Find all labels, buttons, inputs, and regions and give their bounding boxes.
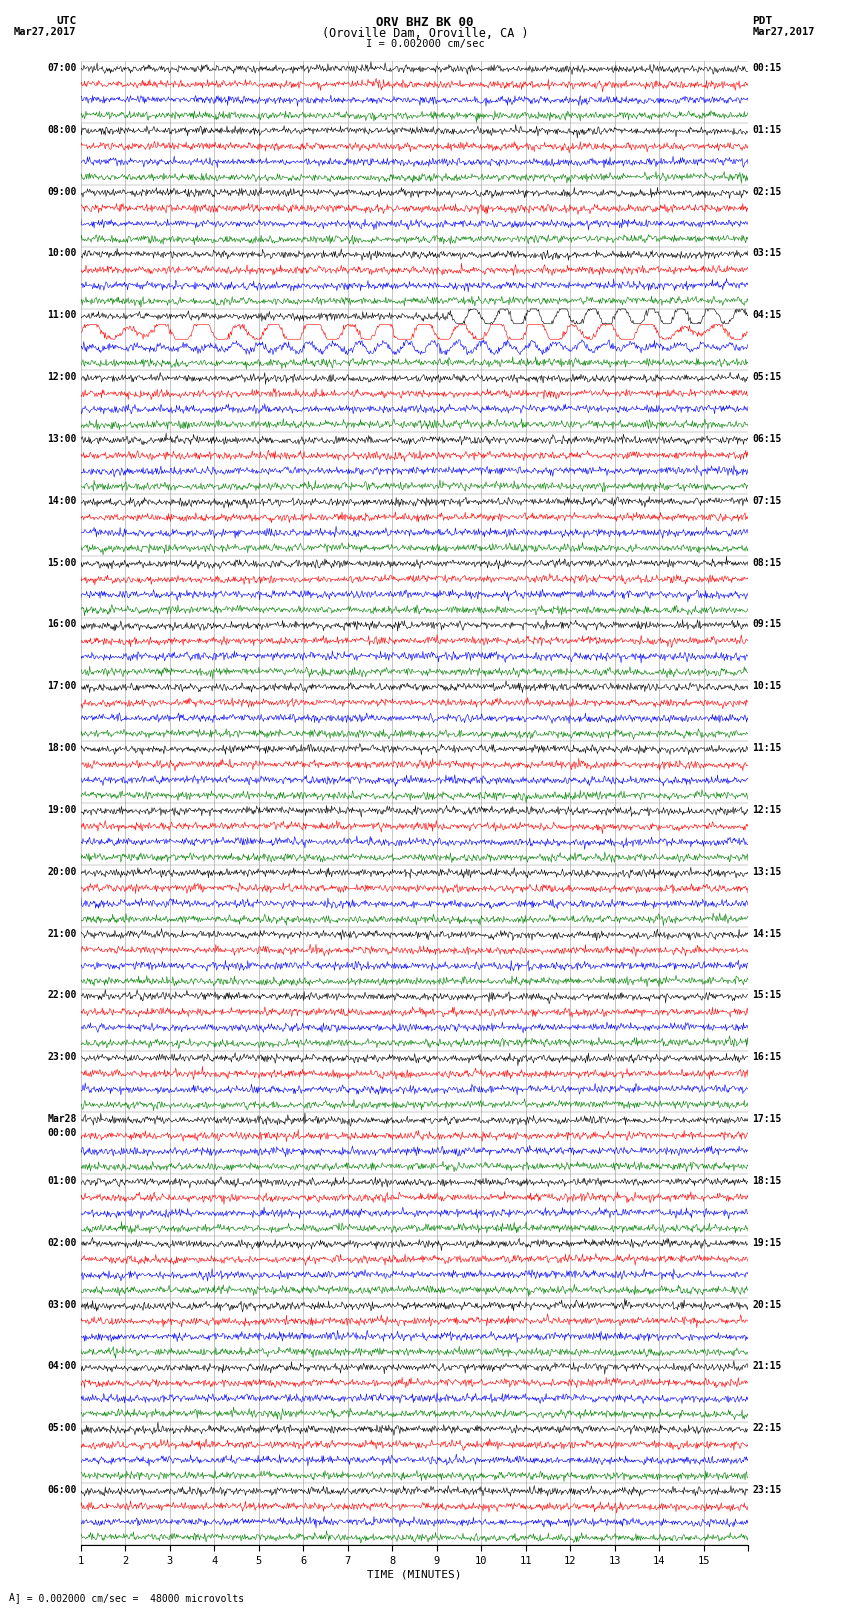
Text: 21:15: 21:15 (752, 1361, 782, 1371)
Text: 12:00: 12:00 (47, 373, 76, 382)
Text: 15:00: 15:00 (47, 558, 76, 568)
Text: 08:15: 08:15 (752, 558, 782, 568)
Text: 18:00: 18:00 (47, 744, 76, 753)
Text: 10:00: 10:00 (47, 248, 76, 258)
Text: 11:00: 11:00 (47, 310, 76, 321)
X-axis label: TIME (MINUTES): TIME (MINUTES) (367, 1569, 462, 1579)
Text: 17:15: 17:15 (752, 1115, 782, 1124)
Text: (Oroville Dam, Oroville, CA ): (Oroville Dam, Oroville, CA ) (321, 27, 529, 40)
Text: Mar27,2017: Mar27,2017 (14, 27, 76, 37)
Text: 10:15: 10:15 (752, 681, 782, 692)
Text: 16:15: 16:15 (752, 1052, 782, 1063)
Text: 21:00: 21:00 (47, 929, 76, 939)
Text: 00:00: 00:00 (47, 1127, 76, 1137)
Text: 03:15: 03:15 (752, 248, 782, 258)
Text: 09:15: 09:15 (752, 619, 782, 629)
Text: 14:00: 14:00 (47, 495, 76, 506)
Text: 07:00: 07:00 (47, 63, 76, 73)
Text: 01:00: 01:00 (47, 1176, 76, 1186)
Text: 13:00: 13:00 (47, 434, 76, 444)
Text: 11:15: 11:15 (752, 744, 782, 753)
Text: PDT: PDT (752, 16, 773, 26)
Text: ORV BHZ BK 00: ORV BHZ BK 00 (377, 16, 473, 29)
Text: 05:15: 05:15 (752, 373, 782, 382)
Text: 01:15: 01:15 (752, 124, 782, 135)
Text: 06:00: 06:00 (47, 1486, 76, 1495)
Text: 22:15: 22:15 (752, 1423, 782, 1434)
Text: 20:00: 20:00 (47, 866, 76, 877)
Text: 03:00: 03:00 (47, 1300, 76, 1310)
Text: 00:15: 00:15 (752, 63, 782, 73)
Text: 18:15: 18:15 (752, 1176, 782, 1186)
Text: ] = 0.002000 cm/sec =  48000 microvolts: ] = 0.002000 cm/sec = 48000 microvolts (15, 1594, 245, 1603)
Text: 19:15: 19:15 (752, 1237, 782, 1248)
Text: 17:00: 17:00 (47, 681, 76, 692)
Text: 19:00: 19:00 (47, 805, 76, 815)
Text: 16:00: 16:00 (47, 619, 76, 629)
Text: 12:15: 12:15 (752, 805, 782, 815)
Text: 15:15: 15:15 (752, 990, 782, 1000)
Text: 13:15: 13:15 (752, 866, 782, 877)
Text: 02:00: 02:00 (47, 1237, 76, 1248)
Text: Mar27,2017: Mar27,2017 (752, 27, 815, 37)
Text: A: A (8, 1594, 14, 1603)
Text: 09:00: 09:00 (47, 187, 76, 197)
Text: 14:15: 14:15 (752, 929, 782, 939)
Text: 06:15: 06:15 (752, 434, 782, 444)
Text: 23:00: 23:00 (47, 1052, 76, 1063)
Text: I = 0.002000 cm/sec: I = 0.002000 cm/sec (366, 39, 484, 48)
Text: 04:15: 04:15 (752, 310, 782, 321)
Text: 07:15: 07:15 (752, 495, 782, 506)
Text: 20:15: 20:15 (752, 1300, 782, 1310)
Text: 04:00: 04:00 (47, 1361, 76, 1371)
Text: 23:15: 23:15 (752, 1486, 782, 1495)
Text: 08:00: 08:00 (47, 124, 76, 135)
Text: UTC: UTC (56, 16, 76, 26)
Text: 05:00: 05:00 (47, 1423, 76, 1434)
Text: Mar28: Mar28 (47, 1115, 76, 1124)
Text: 02:15: 02:15 (752, 187, 782, 197)
Text: 22:00: 22:00 (47, 990, 76, 1000)
